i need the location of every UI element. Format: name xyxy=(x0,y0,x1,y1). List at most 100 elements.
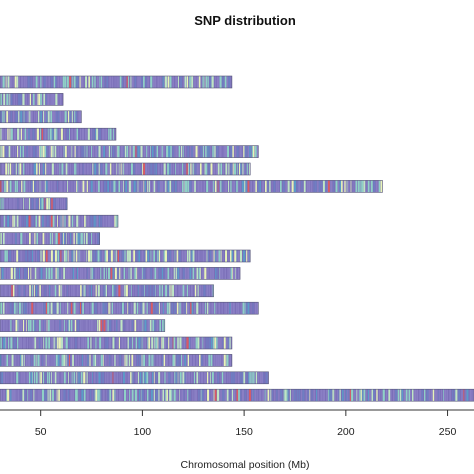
snp-density-stripe xyxy=(153,180,156,193)
snp-density-stripe xyxy=(330,180,333,193)
snp-density-stripe xyxy=(168,337,170,349)
snp-density-stripe xyxy=(20,232,23,245)
chromosome-bar-outline xyxy=(0,371,269,385)
snp-density-stripe xyxy=(194,267,196,280)
snp-density-stripe xyxy=(50,319,52,332)
snp-density-stripe xyxy=(23,76,26,88)
snp-density-stripe xyxy=(105,284,107,297)
snp-density-stripe xyxy=(109,371,112,384)
snp-density-stripe xyxy=(70,371,72,384)
snp-density-stripe xyxy=(9,128,11,141)
snp-density-stripe xyxy=(68,302,70,315)
snp-density-stripe xyxy=(10,337,13,349)
snp-density-stripe xyxy=(26,371,29,384)
snp-density-stripe xyxy=(179,76,183,88)
snp-density-stripe xyxy=(69,163,72,175)
snp-density-stripe xyxy=(74,128,77,141)
snp-density-stripe xyxy=(90,128,93,141)
snp-density-stripe xyxy=(115,319,116,332)
snp-density-stripe xyxy=(169,354,172,367)
snp-density-stripe xyxy=(38,371,40,384)
snp-density-stripe xyxy=(24,389,26,402)
snp-density-stripe xyxy=(88,267,90,280)
snp-density-stripe xyxy=(356,389,358,402)
snp-density-stripe xyxy=(40,197,42,210)
snp-density-stripe xyxy=(0,145,2,158)
snp-density-stripe xyxy=(11,163,14,175)
snp-density-stripe xyxy=(146,145,148,158)
snp-density-stripe xyxy=(110,267,113,280)
snp-density-stripe xyxy=(75,250,78,262)
snp-density-stripe xyxy=(0,110,2,123)
snp-density-stripe xyxy=(184,145,187,158)
snp-density-stripe xyxy=(9,180,12,193)
snp-density-stripe xyxy=(279,180,282,193)
snp-density-stripe xyxy=(154,267,157,280)
snp-density-stripe xyxy=(335,389,337,402)
snp-density-stripe xyxy=(37,389,39,402)
snp-density-stripe xyxy=(115,163,117,175)
snp-density-stripe xyxy=(124,250,126,262)
snp-density-stripe xyxy=(154,76,157,88)
snp-density-stripe xyxy=(37,284,39,297)
chromosome-bar-outline xyxy=(0,354,233,367)
snp-density-stripe xyxy=(72,163,74,175)
snp-density-stripe xyxy=(71,110,73,123)
snp-density-stripe xyxy=(196,354,198,367)
snp-density-stripe xyxy=(3,371,6,384)
snp-density-stripe xyxy=(178,145,181,158)
snp-density-stripe xyxy=(12,110,15,123)
snp-density-stripe xyxy=(348,389,350,402)
snp-density-stripe xyxy=(86,145,88,158)
snp-density-stripe xyxy=(168,371,171,384)
snp-density-stripe xyxy=(55,163,57,175)
x-tick-label: 100 xyxy=(134,426,152,438)
snp-density-stripe xyxy=(96,163,98,175)
snp-density-stripe xyxy=(135,145,137,158)
snp-density-stripe xyxy=(83,232,85,245)
snp-density-stripe xyxy=(145,250,148,262)
snp-density-stripe xyxy=(71,250,73,262)
snp-density-stripe xyxy=(180,302,182,315)
snp-density-stripe xyxy=(184,371,186,384)
snp-density-stripe xyxy=(226,76,228,88)
snp-density-stripe xyxy=(147,180,148,193)
snp-density-stripe xyxy=(186,284,188,297)
snp-density-stripe xyxy=(183,337,186,349)
snp-density-stripe xyxy=(26,145,28,158)
snp-density-stripe xyxy=(276,389,278,402)
snp-density-stripe xyxy=(257,180,260,193)
snp-density-stripe xyxy=(105,128,108,141)
snp-density-stripe xyxy=(45,250,48,262)
snp-density-stripe xyxy=(132,267,134,280)
snp-density-stripe xyxy=(46,389,48,402)
snp-density-stripe xyxy=(419,389,422,402)
snp-density-stripe xyxy=(145,76,147,88)
snp-density-stripe xyxy=(111,145,112,158)
snp-density-stripe xyxy=(264,389,266,402)
snp-density-stripe xyxy=(103,284,105,297)
snp-density-stripe xyxy=(174,250,176,262)
snp-density-stripe xyxy=(229,302,231,315)
snp-density-stripe xyxy=(177,76,179,88)
snp-density-stripe xyxy=(36,319,38,332)
snp-density-stripe xyxy=(428,389,430,402)
snp-density-stripe xyxy=(138,163,140,175)
snp-density-stripe xyxy=(242,302,245,315)
snp-density-stripe xyxy=(50,250,53,262)
snp-density-stripe xyxy=(186,337,189,349)
snp-density-stripe xyxy=(363,180,366,193)
snp-density-stripe xyxy=(95,371,97,384)
snp-density-stripe xyxy=(129,337,131,349)
snp-density-stripe xyxy=(225,180,228,193)
snp-density-stripe xyxy=(125,180,127,193)
chromosome-bar-outline xyxy=(0,75,233,89)
snp-density-stripe xyxy=(22,163,23,175)
snp-density-stripe xyxy=(46,284,49,297)
snp-density-stripe xyxy=(9,232,11,245)
snp-density-stripe xyxy=(196,163,199,175)
snp-density-stripe xyxy=(6,389,7,402)
snp-density-stripe xyxy=(208,302,211,315)
snp-density-stripe xyxy=(13,337,16,349)
snp-density-stripe xyxy=(100,215,102,228)
